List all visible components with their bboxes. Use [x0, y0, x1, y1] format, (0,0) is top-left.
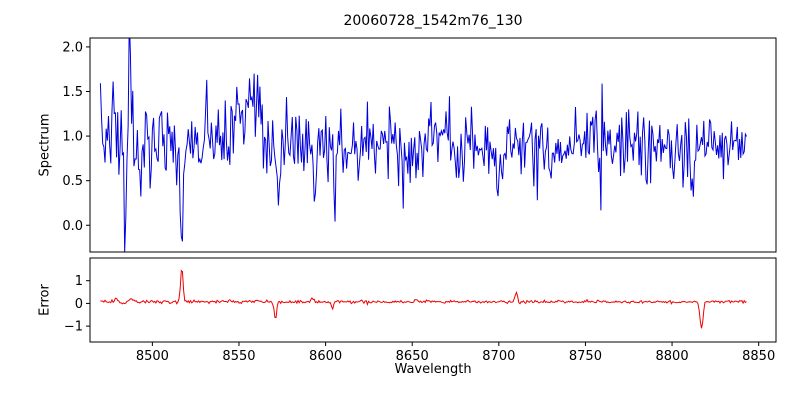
chart-title: 20060728_1542m76_130: [343, 13, 523, 29]
spectrum-ytick-label: 1.0: [62, 130, 83, 145]
xtick-label: 8550: [222, 349, 255, 364]
xtick-label: 8750: [569, 349, 602, 364]
spectrum-line: [99, 38, 747, 252]
spectrum-panel-border: [89, 37, 777, 253]
spectrum-ytick-label: 0.5: [62, 174, 83, 189]
error-ytick-label: 1: [75, 274, 83, 289]
error-ytick-label: 0: [75, 297, 83, 312]
xtick-label: 8500: [136, 349, 169, 364]
error-ytick-label: −1: [64, 320, 83, 335]
xtick-label: 8600: [309, 349, 342, 364]
xtick-label: 8700: [482, 349, 515, 364]
spectrum-ytick-label: 1.5: [62, 85, 83, 100]
spectrum-ytick-label: 0.0: [62, 219, 83, 234]
spectrum-ytick-label: 2.0: [62, 40, 83, 55]
error-panel-border: [89, 257, 777, 343]
xtick-label: 8650: [396, 349, 429, 364]
x-axis-label: Wavelength: [394, 362, 472, 377]
xtick-label: 8850: [742, 349, 775, 364]
xtick-label: 8800: [656, 349, 689, 364]
error-line: [100, 269, 747, 329]
